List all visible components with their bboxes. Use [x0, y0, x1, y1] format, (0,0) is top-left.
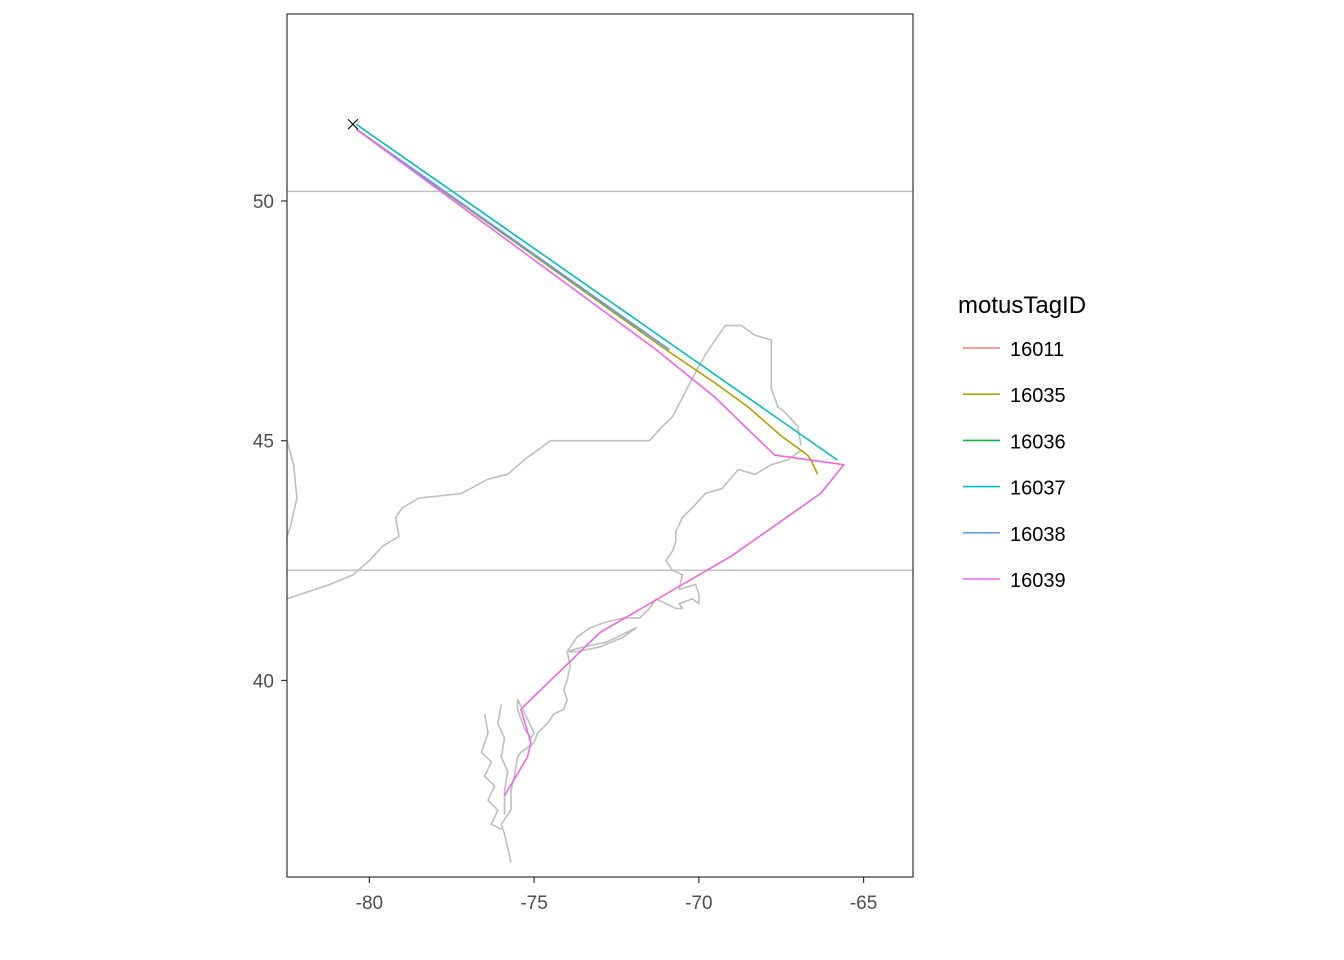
lake-superior-edge: [287, 440, 298, 537]
x-tick-label: -65: [850, 893, 877, 914]
legend-label: 16036: [1010, 431, 1066, 453]
y-axis: 40 45 50: [253, 192, 287, 692]
legend-item-16037: 16037: [963, 478, 1066, 500]
coast-southern-new-england: [500, 607, 650, 863]
legend-item-16038: 16038: [963, 524, 1066, 546]
marker-layer: [347, 118, 359, 130]
track-16035: [355, 128, 819, 475]
legend-label: 16038: [1010, 524, 1066, 546]
delaware-bay: [516, 698, 535, 739]
coast-gulf-of-maine: [648, 449, 802, 610]
basemap-layer: [287, 324, 802, 863]
x-tick-label: -75: [520, 893, 547, 914]
legend-label: 16037: [1010, 478, 1066, 500]
chesapeake-bay-east: [497, 704, 509, 815]
tracks-layer: [355, 123, 845, 796]
x-tick-label: -70: [685, 893, 712, 914]
legend: motusTagID 16011 16035 16036 16037 16038 16039: [958, 292, 1086, 592]
legend-label: 16011: [1010, 339, 1064, 361]
start-marker: [347, 118, 359, 130]
x-axis: -80 -75 -70 -65: [356, 877, 877, 914]
reference-lines-layer: [287, 190, 913, 571]
panel-border: [286, 13, 914, 878]
legend-label: 16035: [1010, 385, 1066, 407]
maine-canada-border: [662, 324, 802, 446]
long-island: [566, 626, 638, 653]
chesapeake-bay-west: [480, 713, 502, 830]
track-16039: [355, 128, 845, 796]
us-canada-border-north: [287, 425, 664, 600]
legend-label: 16039: [1010, 570, 1066, 592]
x-tick-label: -80: [356, 893, 383, 914]
legend-item-16039: 16039: [963, 570, 1066, 592]
y-tick-label: 50: [253, 192, 274, 213]
track-16038: [355, 128, 670, 351]
legend-item-16035: 16035: [963, 385, 1066, 407]
y-tick-label: 45: [253, 432, 274, 453]
legend-item-16011: 16011: [963, 339, 1064, 361]
y-tick-label: 40: [253, 671, 274, 692]
track-16037: [355, 123, 838, 461]
legend-item-16036: 16036: [963, 431, 1066, 453]
legend-title: motusTagID: [958, 292, 1086, 319]
